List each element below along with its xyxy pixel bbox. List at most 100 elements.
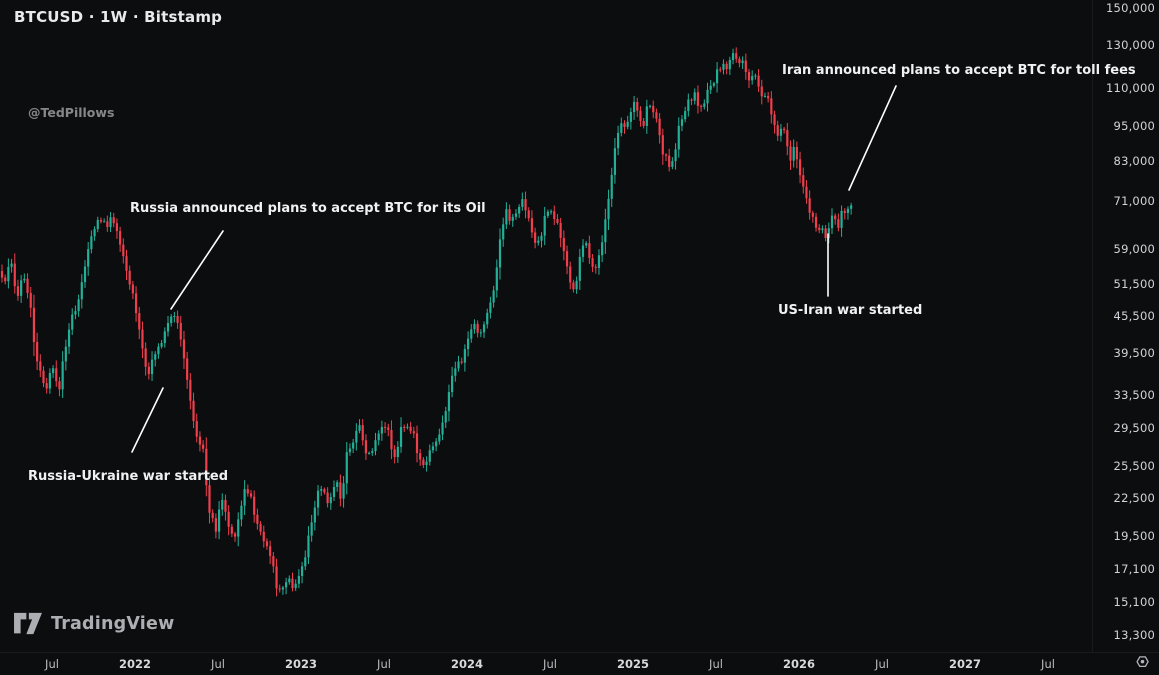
- candle-body: [265, 541, 269, 547]
- candle-body: [518, 206, 521, 214]
- annotation-line-russia-ukraine-war[interactable]: [131, 387, 164, 453]
- candle-body: [361, 425, 364, 441]
- candle-body: [383, 426, 387, 428]
- annotation-text-us-iran-war[interactable]: US-Iran war started: [778, 303, 923, 318]
- candle-body: [824, 228, 827, 239]
- candle-body: [460, 361, 463, 363]
- candle-body: [272, 556, 275, 567]
- gear-icon: [1135, 656, 1149, 668]
- candle-body: [757, 75, 760, 87]
- time-tick-label: Jul: [875, 657, 889, 671]
- candle-body: [128, 270, 131, 285]
- candle-body: [380, 426, 383, 434]
- candle-body: [93, 229, 96, 237]
- candle-body: [310, 522, 313, 536]
- candle-body: [336, 482, 339, 487]
- candle-body: [87, 249, 90, 267]
- annotation-text-russia-ukraine-war[interactable]: Russia-Ukraine war started: [28, 469, 228, 484]
- candle-body: [205, 448, 208, 486]
- candle-body: [438, 434, 441, 442]
- candle-body: [534, 232, 537, 243]
- time-tick-label: 2026: [782, 657, 815, 671]
- candle-body: [326, 492, 329, 504]
- candle-body: [648, 105, 652, 107]
- candle-body: [783, 128, 786, 131]
- annotation-text-russia-btc-oil[interactable]: Russia announced plans to accept BTC for…: [130, 201, 486, 216]
- candles-layer: [0, 47, 853, 597]
- symbol-title[interactable]: BTCUSD · 1W · Bitstamp: [14, 8, 223, 26]
- candle-body: [632, 101, 636, 113]
- candle-body: [773, 114, 776, 126]
- time-axis[interactable]: Jul 2022 Jul 2023 Jul 2024 Jul 2025 Jul 2026 Jul 20…: [0, 652, 1159, 675]
- candle-body: [125, 256, 128, 271]
- candle-body: [505, 209, 508, 225]
- candle-body: [687, 99, 690, 112]
- candle-body: [569, 266, 572, 283]
- candle-body: [20, 280, 23, 296]
- time-tick-label: Jul: [1041, 657, 1055, 671]
- candle-body: [189, 379, 192, 401]
- price-chart-canvas[interactable]: [0, 0, 1092, 652]
- candle-body: [192, 400, 195, 422]
- price-tick-label: 15,100: [1113, 594, 1155, 609]
- candle-body: [323, 489, 326, 493]
- candle-body: [821, 228, 824, 231]
- candle-body: [751, 76, 754, 81]
- candle-body: [377, 433, 380, 441]
- candle-body: [313, 507, 316, 523]
- candle-body: [604, 219, 607, 243]
- candle-body: [786, 130, 789, 147]
- candle-body: [735, 53, 738, 59]
- candle-body: [719, 69, 722, 71]
- candle-body: [173, 316, 176, 318]
- candle-body: [134, 293, 138, 314]
- price-tick-label: 45,500: [1113, 309, 1155, 324]
- candle-body: [850, 205, 853, 209]
- annotation-text-iran-btc-tolls[interactable]: Iran announced plans to accept BTC for t…: [782, 63, 1136, 78]
- candle-body: [99, 219, 103, 222]
- candle-body: [661, 135, 664, 155]
- price-tick-label: 150,000: [1106, 0, 1155, 15]
- candle-body: [214, 518, 217, 532]
- time-tick-label: 2023: [284, 657, 317, 671]
- candle-body: [163, 331, 166, 343]
- candle-body: [186, 358, 189, 380]
- candle-body: [253, 496, 256, 515]
- candle-body: [837, 219, 840, 228]
- annotation-line-iran-btc-tolls[interactable]: [848, 85, 897, 191]
- candle-body: [428, 450, 431, 462]
- candle-body: [655, 112, 658, 119]
- annotation-line-russia-btc-oil[interactable]: [170, 230, 224, 310]
- candle-body: [843, 210, 846, 213]
- candle-body: [227, 511, 230, 527]
- candle-body: [26, 278, 29, 293]
- candle-body: [744, 60, 747, 72]
- candle-body: [479, 332, 482, 334]
- time-tick-label: Jul: [211, 657, 225, 671]
- candle-body: [246, 489, 249, 494]
- candle-body: [176, 316, 179, 323]
- time-axis-settings-button[interactable]: [1131, 652, 1153, 674]
- candle-body: [581, 245, 585, 257]
- candle-body: [13, 263, 16, 287]
- candle-body: [119, 231, 122, 245]
- candle-body: [422, 459, 425, 466]
- candle-body: [195, 421, 198, 437]
- candle-body: [269, 546, 272, 557]
- price-tick-label: 25,500: [1113, 459, 1155, 474]
- time-tick-label: 2022: [118, 657, 151, 671]
- candle-body: [658, 118, 661, 136]
- candle-body: [700, 105, 703, 107]
- candle-body: [789, 146, 792, 161]
- price-axis[interactable]: 150,000 130,000 110,000 95,000 83,000 71,000 5…: [1092, 0, 1159, 652]
- candle-body: [834, 215, 837, 220]
- tradingview-logo[interactable]: TradingView: [13, 612, 174, 635]
- candle-body: [435, 441, 438, 447]
- candle-body: [760, 86, 763, 97]
- candle-body: [473, 323, 476, 330]
- candle-body: [626, 121, 629, 127]
- candle-body: [320, 489, 323, 491]
- candle-body: [808, 198, 811, 213]
- price-tick-label: 71,000: [1113, 194, 1155, 209]
- candle-body: [256, 514, 259, 524]
